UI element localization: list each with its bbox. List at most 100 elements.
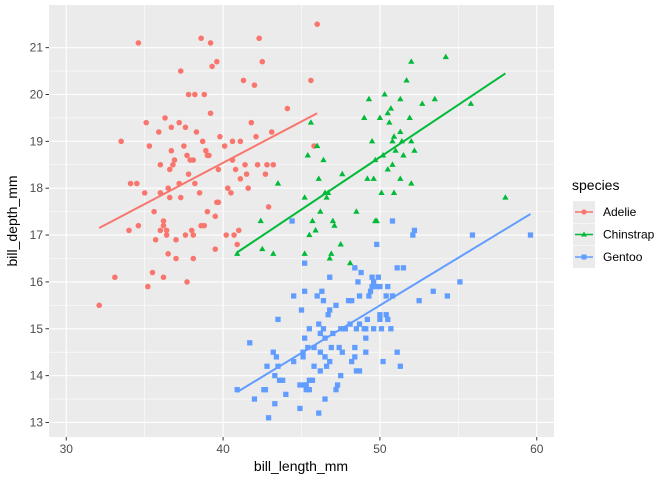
adelie-point xyxy=(265,204,272,210)
gentoo-point xyxy=(305,344,311,351)
gentoo-point xyxy=(352,354,358,360)
chinstrap-point xyxy=(337,241,344,247)
x-tick-label: 30 xyxy=(60,442,74,456)
chinstrap-point xyxy=(368,137,376,144)
adelie-point xyxy=(182,124,189,131)
gentoo-point xyxy=(363,335,369,341)
gentoo-point xyxy=(311,344,317,351)
adelie-point xyxy=(217,133,223,140)
adelie-point xyxy=(270,161,277,168)
adelie-point xyxy=(96,302,102,309)
adelie-point xyxy=(166,194,173,201)
gentoo-point xyxy=(410,232,416,238)
chinstrap-point xyxy=(442,53,449,60)
chinstrap-point xyxy=(323,194,330,200)
legend-items: Adelie Chinstrap Gentoo xyxy=(573,201,655,268)
adelie-point xyxy=(185,171,192,177)
y-tick-label: 15 xyxy=(30,322,44,336)
gentoo-point xyxy=(385,316,391,323)
chinstrap-point xyxy=(346,259,354,266)
chinstrap-point xyxy=(408,137,415,144)
adelie-point xyxy=(225,185,231,191)
adelie-point xyxy=(206,152,212,159)
gentoo-point xyxy=(280,377,286,383)
adelie-point xyxy=(118,138,124,145)
adelie-point xyxy=(259,58,266,65)
adelie-point xyxy=(152,236,159,243)
gentoo-point xyxy=(371,326,377,332)
chinstrap-point xyxy=(372,217,379,224)
gentoo-point xyxy=(352,344,358,351)
chinstrap-point xyxy=(326,255,333,261)
adelie-point xyxy=(204,208,211,215)
gentoo-trend-line xyxy=(236,213,531,393)
gentoo-point xyxy=(416,298,422,304)
adelie-point xyxy=(184,279,190,285)
gentoo-point xyxy=(311,363,317,369)
adelie-point xyxy=(262,171,269,177)
chinstrap-point xyxy=(257,217,264,224)
gentoo-point xyxy=(327,274,333,280)
gentoo-point xyxy=(298,307,305,313)
gentoo-point xyxy=(367,288,374,294)
adelie-point xyxy=(214,58,220,65)
gentoo-point xyxy=(383,293,389,299)
gentoo-point xyxy=(336,344,342,351)
chinstrap-point xyxy=(317,208,324,214)
adelie-point xyxy=(182,232,189,238)
gentoo-point xyxy=(353,326,360,332)
gentoo-point xyxy=(411,227,418,234)
gentoo-point xyxy=(270,349,276,355)
legend-title: species xyxy=(572,177,619,193)
adelie-point xyxy=(134,180,140,187)
adelie-point xyxy=(163,227,170,234)
adelie-point xyxy=(314,21,320,27)
adelie-point xyxy=(163,232,170,238)
adelie-point xyxy=(135,222,142,229)
y-tick-label: 14 xyxy=(30,369,44,383)
chinstrap-point xyxy=(378,189,385,195)
gentoo-point xyxy=(364,316,371,323)
chinstrap-point xyxy=(329,217,337,224)
gentoo-point xyxy=(378,326,385,332)
chinstrap-point xyxy=(397,175,404,181)
chinstrap-point xyxy=(406,114,413,120)
gentoo-point xyxy=(265,415,272,421)
chinstrap-point xyxy=(315,175,322,181)
gentoo-point xyxy=(353,368,360,374)
chinstrap-point xyxy=(306,231,313,238)
adelie-point xyxy=(165,185,171,191)
gentoo-point xyxy=(400,265,407,271)
gentoo-point xyxy=(385,283,391,290)
chinstrap-point xyxy=(397,128,404,135)
adelie-point xyxy=(209,63,215,70)
chinstrap-point xyxy=(331,222,338,228)
adelie-point xyxy=(185,91,192,98)
adelie-point xyxy=(284,105,291,112)
gentoo-point xyxy=(375,274,381,280)
adelie-point xyxy=(232,166,239,173)
chinstrap-point xyxy=(361,114,368,120)
adelie-point xyxy=(237,176,244,182)
gentoo-point xyxy=(371,279,377,285)
gentoo-point xyxy=(327,307,333,313)
adelie-point xyxy=(190,255,197,262)
chinstrap-point xyxy=(389,161,396,167)
chinstrap-point xyxy=(364,175,371,181)
legend-label-adelie: Adelie xyxy=(603,205,637,219)
adelie-point xyxy=(201,91,208,98)
adelie-point xyxy=(141,190,148,196)
gentoo-point xyxy=(297,405,303,412)
chinstrap-point xyxy=(390,189,398,195)
gentoo-point xyxy=(339,349,345,355)
gentoo-point xyxy=(388,326,394,332)
chinstrap-point xyxy=(467,100,475,106)
gentoo-point xyxy=(397,363,403,369)
gentoo-point xyxy=(316,321,322,327)
adelie-point xyxy=(235,227,242,234)
gentoo-point xyxy=(383,312,389,318)
gentoo-point xyxy=(444,293,450,299)
gentoo-point xyxy=(389,293,396,299)
adelie-point xyxy=(184,152,190,159)
y-tick-label: 17 xyxy=(30,228,44,242)
